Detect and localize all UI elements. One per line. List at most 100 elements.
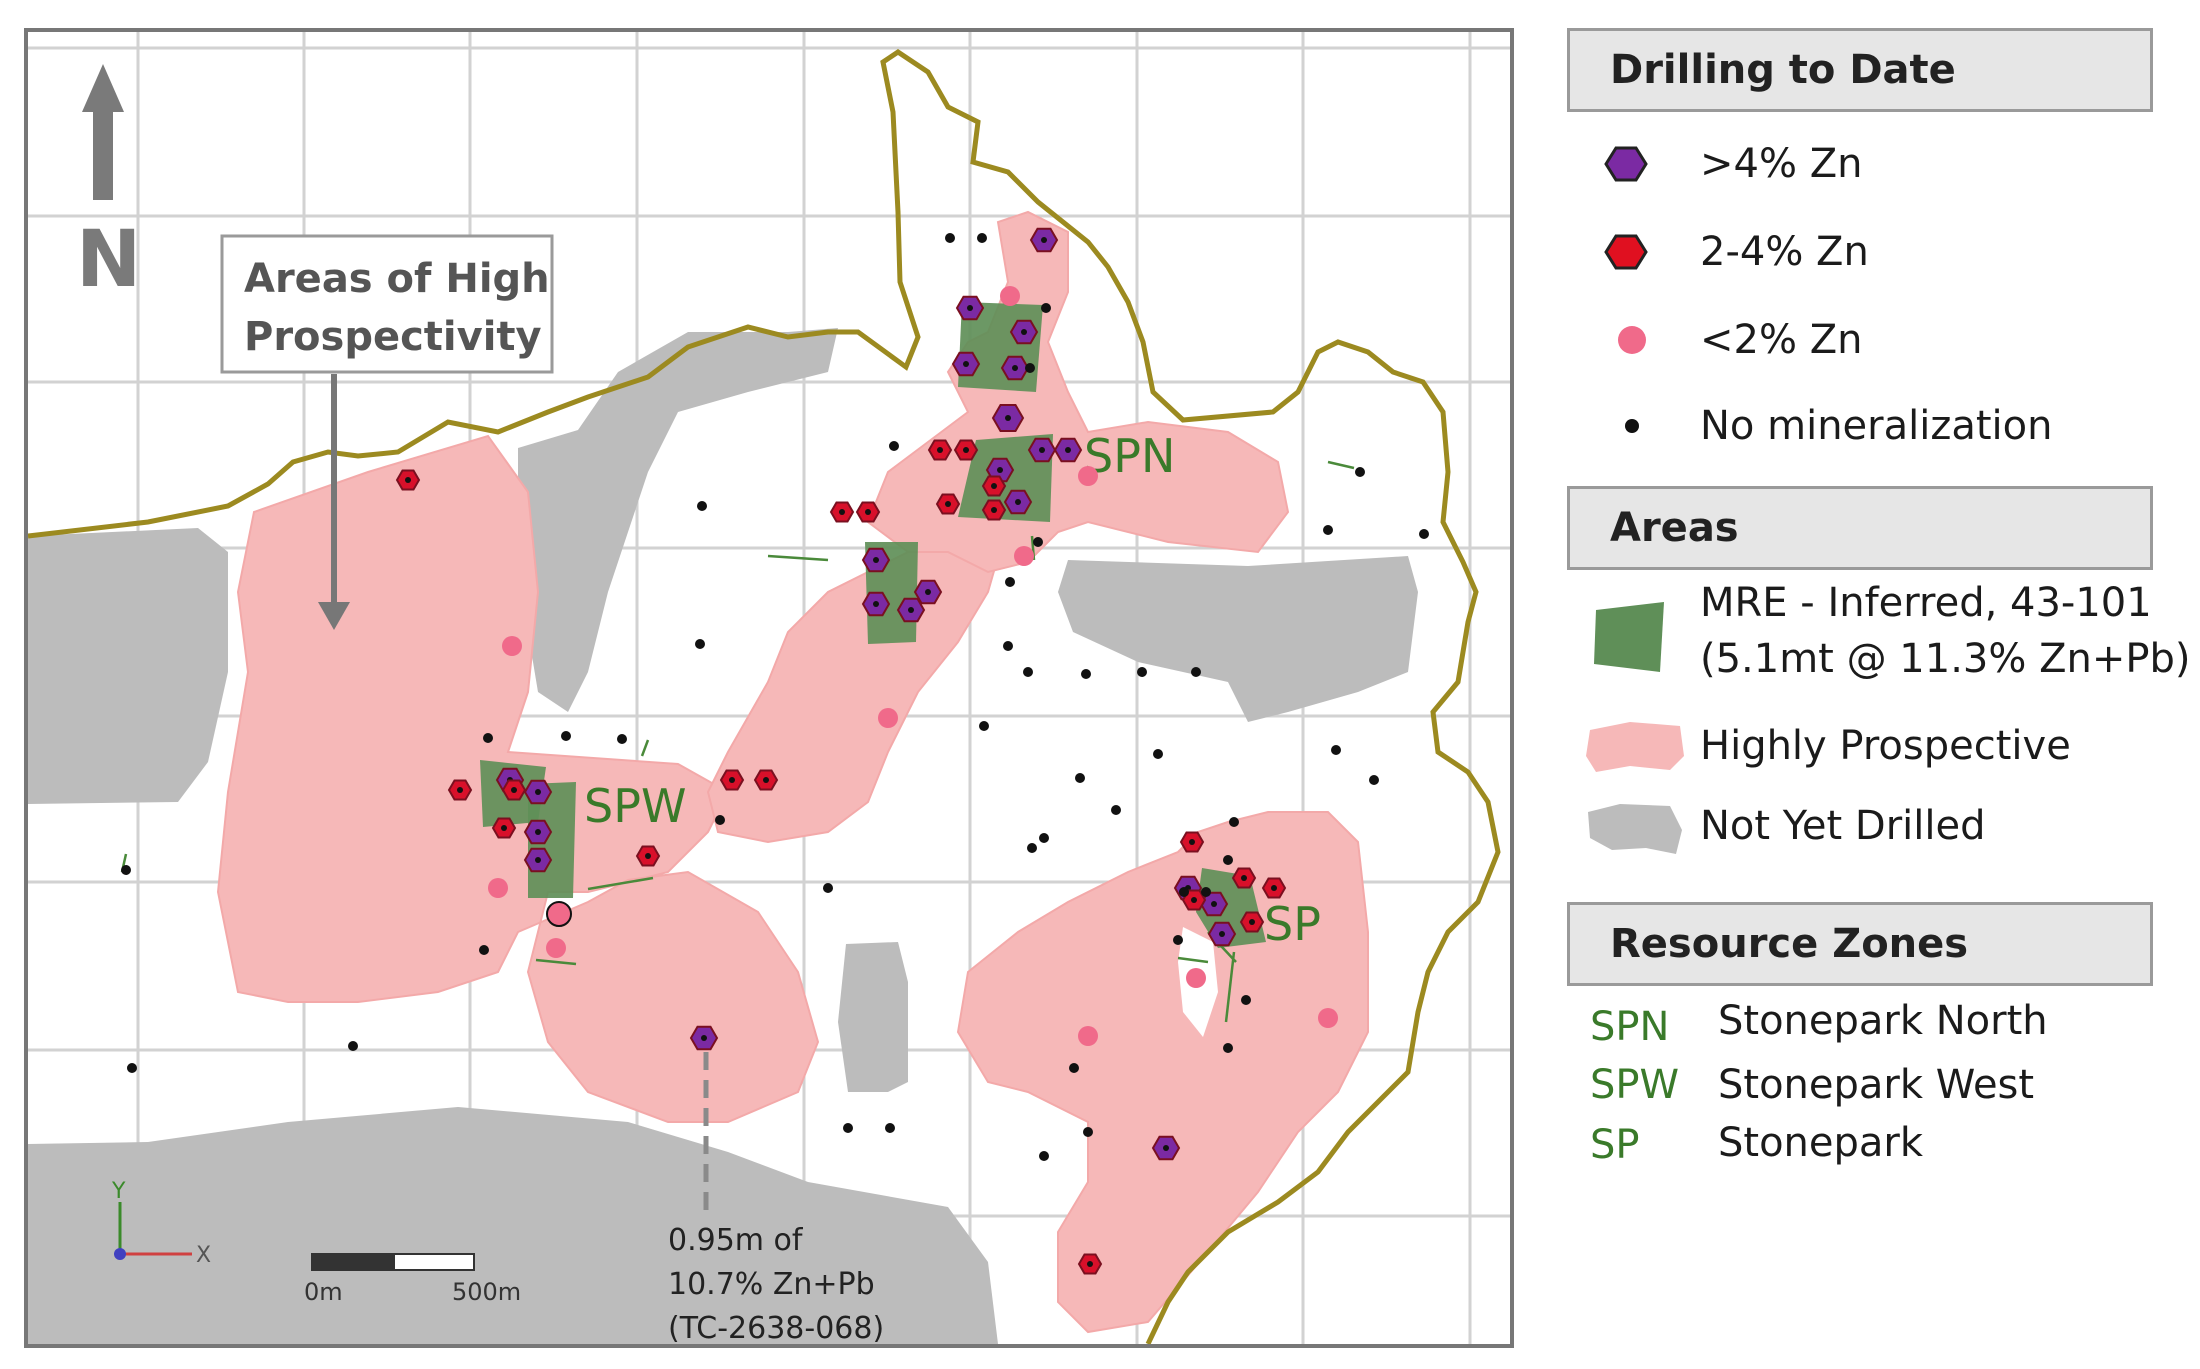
drill-hole-center (839, 509, 845, 515)
annotation-line3: (TC-2638-068) (668, 1311, 884, 1344)
legend-mre-line2: (5.1mt @ 11.3% Zn+Pb) (1700, 636, 2191, 682)
not-yet-drilled-area (518, 328, 838, 712)
drill-hole-center (701, 1035, 707, 1041)
drill-hole-no-min (695, 639, 705, 649)
drill-hole-no-min (1075, 773, 1085, 783)
drill-hole-lt2 (878, 708, 898, 728)
drill-hole-no-min (348, 1041, 358, 1051)
not-yet-drilled-area (838, 942, 908, 1092)
drill-hole-center (1191, 897, 1197, 903)
drill-hole-center (457, 787, 463, 793)
drill-hole-no-min (479, 945, 489, 955)
drill-hole-no-min (823, 883, 833, 893)
drill-hole-no-min (1153, 749, 1163, 759)
drill-hole-center (967, 305, 973, 311)
drill-hole-center (535, 789, 541, 795)
drill-hole-no-min (1179, 887, 1189, 897)
map-frame: N Areas of High Prospectivity SPN SPW SP… (24, 28, 1514, 1348)
pink-swatch-icon (1586, 722, 1684, 772)
drill-hole-center (991, 507, 997, 513)
drill-hole-no-min (483, 733, 493, 743)
drill-hole-center (873, 557, 879, 563)
drill-hole-no-min (1081, 669, 1091, 679)
legend-item-not-yet-drilled: Not Yet Drilled (1560, 796, 1986, 856)
red-hexagon-icon (1604, 234, 1648, 270)
drill-hole-center (1005, 415, 1011, 421)
drill-hole-center (925, 589, 931, 595)
zone-name-spn: Stonepark North (1718, 998, 2048, 1044)
highly-prospective-area (866, 210, 1290, 574)
drill-hole-lt2 (1186, 968, 1206, 988)
drill-hole-no-min (1201, 887, 1211, 897)
scale-bar: 0m 500m (304, 1253, 521, 1306)
drill-hole-center (991, 483, 997, 489)
callout-line1: Areas of High (244, 256, 550, 302)
legend-label: 2-4% Zn (1700, 229, 1869, 275)
map-canvas: N Areas of High Prospectivity SPN SPW SP… (28, 32, 1510, 1344)
north-label: N (76, 215, 141, 305)
zone-abbr-spn: SPN (1590, 1004, 1670, 1050)
drill-hole-no-min (1041, 303, 1051, 313)
drill-hole-no-min (979, 721, 989, 731)
not-yet-drilled-area (28, 1107, 998, 1344)
drill-hole-no-min (1355, 467, 1365, 477)
drill-hole-no-min (561, 731, 571, 741)
axis-x-label: X (196, 1243, 211, 1268)
scale-end: 500m (452, 1278, 521, 1306)
scale-start: 0m (304, 1278, 343, 1306)
drill-hole-no-min (889, 441, 899, 451)
drill-hole-no-min (1083, 1127, 1093, 1137)
drill-hole-center (1012, 365, 1018, 371)
black-dot-icon (1625, 419, 1639, 433)
drill-hole-lt2 (1000, 286, 1020, 306)
drill-hole-center (1039, 447, 1045, 453)
legend-zones-title: Resource Zones (1567, 902, 2153, 986)
drill-hole-center (511, 787, 517, 793)
drill-hole-center (1189, 839, 1195, 845)
drill-hole-no-min (1005, 577, 1015, 587)
not-yet-drilled-area (28, 528, 228, 804)
drill-hole-center (945, 501, 951, 507)
drill-hole-no-min (1039, 833, 1049, 843)
legend-item-highly-prospective: Highly Prospective (1560, 716, 2071, 776)
drill-hole-center (873, 601, 879, 607)
drill-hole-no-min (1191, 667, 1201, 677)
property-boundary (28, 48, 1501, 1344)
legend-label: <2% Zn (1700, 317, 1863, 363)
legend-areas-title: Areas (1567, 486, 2153, 570)
map-label-spw: SPW (584, 779, 686, 833)
drill-hole-center (1271, 885, 1277, 891)
drill-hole-center (1065, 447, 1071, 453)
drill-hole-no-min (715, 815, 725, 825)
drill-hole-no-min (1025, 363, 1035, 373)
drill-hole-no-min (1039, 1151, 1049, 1161)
prospectivity-callout: Areas of High Prospectivity (220, 234, 554, 630)
drill-hole-no-min (1229, 817, 1239, 827)
legend-item-zn-2-4: 2-4% Zn (1560, 222, 1869, 282)
map-label-spn: SPN (1084, 429, 1175, 483)
highly-prospective-area (956, 811, 1369, 1334)
drill-hole-no-min (1033, 537, 1043, 547)
zone-name-spw: Stonepark West (1718, 1062, 2035, 1108)
drill-hole-center (997, 467, 1003, 473)
drill-hole-no-min (885, 1123, 895, 1133)
drill-hole-no-min (1223, 1043, 1233, 1053)
drill-hole-center (763, 777, 769, 783)
zone-abbr-spw: SPW (1590, 1062, 1680, 1108)
zone-name-sp: Stonepark (1718, 1120, 1924, 1166)
drill-hole-no-min (843, 1123, 853, 1133)
north-arrow-icon: N (76, 64, 141, 305)
zone-abbr-sp: SP (1590, 1122, 1640, 1168)
drill-hole-no-min (1173, 935, 1183, 945)
legend-label: Not Yet Drilled (1700, 803, 1986, 849)
legend-item-mre: MRE - Inferred, 43-101 (5.1mt @ 11.3% Zn… (1560, 580, 2190, 700)
drill-hole-no-min (1323, 525, 1333, 535)
drill-hole-lt2 (1318, 1008, 1338, 1028)
drill-hole-center (501, 825, 507, 831)
drill-hole-center (535, 829, 541, 835)
map-label-sp: SP (1264, 897, 1321, 951)
drill-hole-no-min (1419, 529, 1429, 539)
annotation-line1: 0.95m of (668, 1223, 804, 1258)
drill-hole-no-min (127, 1063, 137, 1073)
drill-hole-no-min (977, 233, 987, 243)
